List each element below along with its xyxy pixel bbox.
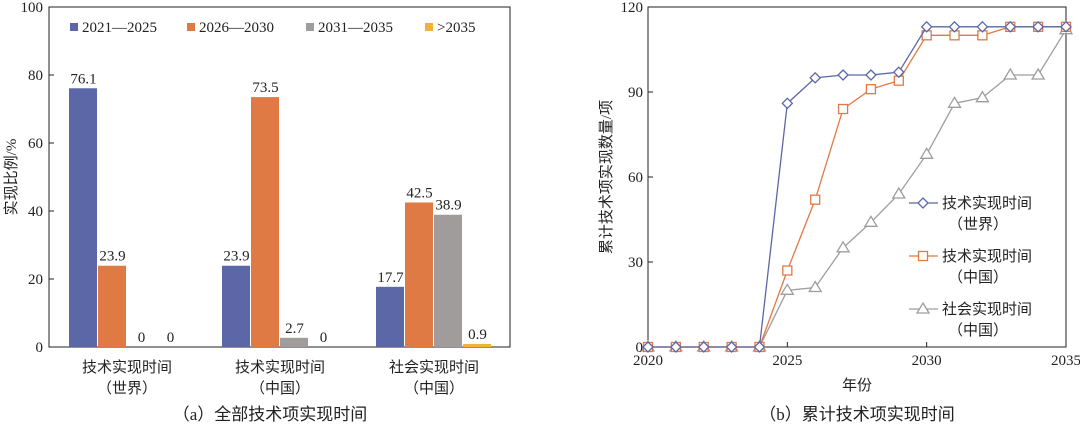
bar-data-label: 17.7 (377, 270, 404, 286)
category-label: （中国） (250, 380, 310, 397)
chart-a-categories: 技术实现时间 （世界） 技术实现时间 （中国） 社会实现时间 （中国） (82, 359, 479, 397)
data-point (1032, 69, 1044, 79)
y-tick-label: 90 (628, 85, 643, 101)
legend-label: 技术实现时间 (942, 248, 1032, 265)
bar-data-label: 23.9 (223, 249, 249, 265)
legend-label: 2031—2035 (318, 20, 393, 36)
category-label: 技术实现时间 (235, 359, 325, 376)
data-point (809, 282, 821, 292)
x-tick-label: 2035 (1051, 353, 1080, 369)
legend-label: 2021—2025 (82, 20, 157, 36)
chart-b-legend: 技术实现时间 （世界） 技术实现时间 （中国） 社会实现时间 （中国） (909, 195, 1032, 339)
bar (376, 287, 404, 347)
category-label: （世界） (97, 380, 157, 397)
y-tick-label: 40 (28, 204, 43, 220)
chart-b-plot-frame (648, 7, 1066, 347)
legend-marker (918, 198, 928, 208)
bar (98, 266, 126, 347)
legend-swatch (70, 23, 78, 31)
y-tick-label: 20 (28, 272, 43, 288)
bar-data-label: 73.5 (252, 80, 278, 96)
x-tick-label: 2030 (912, 353, 942, 369)
y-tick-label: 120 (621, 0, 644, 16)
category-label: 社会实现时间 (389, 359, 479, 376)
legend-swatch (187, 23, 195, 31)
legend-marker (917, 303, 929, 313)
y-tick-label: 0 (36, 340, 44, 356)
category-label: 技术实现时间 (82, 359, 172, 376)
bar (280, 338, 308, 347)
data-point (866, 85, 875, 94)
bar-data-label: 2.7 (285, 321, 304, 337)
bar-data-label: 0 (138, 330, 146, 346)
bar (69, 88, 97, 347)
bar (434, 215, 462, 347)
series-line (648, 27, 1066, 347)
bar-data-label: 0 (167, 330, 175, 346)
bar-data-label: 0 (320, 330, 328, 346)
legend-marker (919, 252, 928, 261)
legend-label: >2035 (437, 20, 475, 36)
legend-label: （中国） (948, 322, 1008, 339)
bar (222, 266, 250, 347)
y-tick-label: 80 (28, 68, 43, 84)
chart-a-y-axis-label: 实现比例/% (3, 139, 20, 216)
data-point (893, 188, 905, 198)
y-tick-label: 60 (28, 136, 43, 152)
legend-label: （中国） (948, 269, 1008, 286)
data-point (976, 92, 988, 102)
bar (251, 97, 279, 347)
legend-swatch (306, 23, 314, 31)
chart-a-legend: 2021—2025 2026—2030 2031—2035 >2035 (70, 20, 475, 36)
legend-label: 技术实现时间 (942, 195, 1032, 212)
series-line (648, 30, 1066, 347)
data-point (838, 70, 848, 80)
category-label: （中国） (404, 380, 464, 397)
bar-data-label: 23.9 (99, 249, 125, 265)
chart-a-title: （a）全部技术项实现时间 (173, 405, 368, 424)
data-point (921, 148, 933, 158)
chart-b-title: （b）累计技术项实现时间 (759, 405, 955, 424)
bar-data-label: 42.5 (406, 186, 432, 202)
bar (463, 344, 491, 347)
x-tick-label: 2025 (772, 353, 802, 369)
data-point (1004, 69, 1016, 79)
y-tick-label: 60 (628, 170, 643, 186)
bar-data-label: 0.9 (468, 327, 487, 343)
legend-label: 社会实现时间 (942, 301, 1032, 318)
chart-b-y-axis-label: 累计技术项实现数量/项 (598, 100, 615, 254)
legend-label: （世界） (948, 216, 1008, 233)
y-tick-label: 30 (628, 255, 643, 271)
data-point (839, 105, 848, 114)
x-tick-label: 2020 (633, 353, 663, 369)
data-point (811, 195, 820, 204)
y-tick-label: 100 (21, 0, 44, 16)
data-point (866, 70, 876, 80)
chart-b-x-axis-label: 年份 (842, 377, 872, 394)
bar (405, 203, 433, 348)
legend-label: 2026—2030 (199, 20, 274, 36)
bar-data-label: 76.1 (70, 71, 96, 87)
chart-a-bars: 76.1 23.9 0 0 23.9 73.5 2.7 0 17.7 42.538.9 0.9 (69, 71, 491, 347)
legend-swatch (425, 23, 433, 31)
bar-data-label: 38.9 (435, 198, 461, 214)
data-point (783, 266, 792, 275)
